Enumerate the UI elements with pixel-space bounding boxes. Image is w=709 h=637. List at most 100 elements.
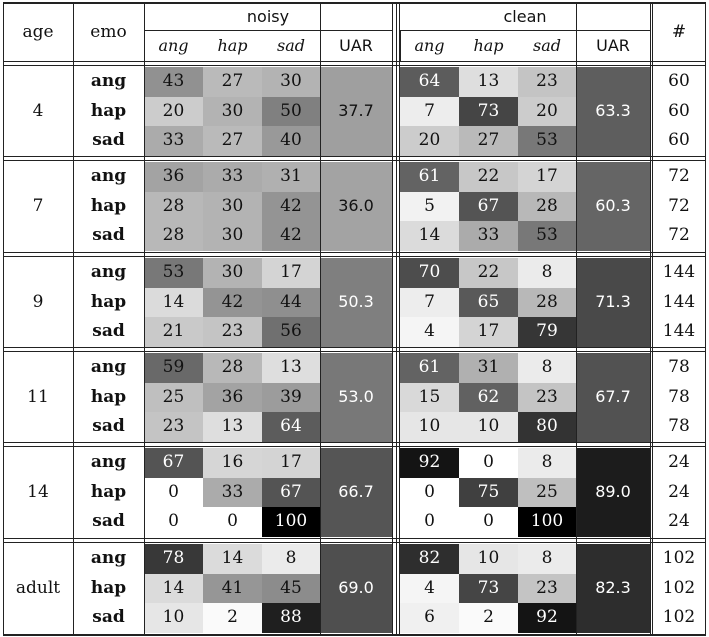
sample-count: 60: [668, 130, 690, 151]
header-clean: clean: [503, 7, 547, 26]
emotion-label: hap: [90, 577, 127, 598]
header-emo: emo: [90, 21, 127, 42]
noisy-value-cell: 100: [262, 507, 320, 537]
sample-count: 102: [662, 548, 696, 569]
emotion-label: ang: [90, 548, 127, 569]
noisy-value-cell: 36: [203, 382, 262, 413]
noisy-value-cell: 33: [203, 162, 262, 192]
column-rule: [320, 2, 321, 635]
sample-count: 24: [668, 452, 690, 473]
clean-value-cell: 67: [459, 191, 518, 222]
clean-value-cell: 61: [400, 162, 459, 192]
clean-value-cell: 61: [400, 353, 459, 383]
noisy-uar-cell: 69.0: [320, 544, 392, 633]
clean-value-cell: 100: [518, 507, 576, 537]
group-separator: [3, 542, 706, 543]
clean-uar-cell: 82.3: [576, 544, 650, 633]
noisy-value-cell: 42: [203, 287, 262, 318]
group-separator: [3, 65, 706, 66]
emotion-label: hap: [90, 195, 127, 216]
sample-count: 78: [668, 386, 690, 407]
noisy-value-cell: 88: [262, 603, 320, 633]
group-separator: [3, 256, 706, 257]
clean-value-cell: 70: [400, 258, 459, 288]
noisy-uar-cell: 50.3: [320, 258, 392, 347]
clean-value-cell: 64: [400, 67, 459, 97]
column-rule: [144, 2, 145, 635]
noisy-value-cell: 56: [262, 317, 320, 347]
emotion-label: hap: [90, 481, 127, 502]
noisy-value-cell: 0: [203, 507, 262, 537]
emotion-label: ang: [90, 357, 127, 378]
clean-value-cell: 75: [459, 477, 518, 508]
noisy-value-cell: 30: [203, 258, 262, 288]
emotion-label: hap: [90, 100, 127, 121]
clean-value-cell: 17: [459, 317, 518, 347]
noisy-subheader-hap: hap: [217, 35, 248, 55]
noisy-value-cell: 41: [203, 573, 262, 604]
sample-count: 72: [668, 166, 690, 187]
emotion-label: ang: [90, 166, 127, 187]
sample-count: 72: [668, 195, 690, 216]
clean-value-cell: 10: [400, 412, 459, 442]
clean-uar-cell: 71.3: [576, 258, 650, 347]
clean-value-cell: 10: [459, 544, 518, 574]
clean-value-cell: 25: [518, 477, 576, 508]
header-age: age: [22, 21, 54, 42]
noisy-value-cell: 27: [203, 126, 262, 156]
noisy-value-cell: 14: [144, 573, 203, 604]
noisy-value-cell: 17: [262, 258, 320, 288]
group-separator: [3, 538, 706, 539]
clean-value-cell: 22: [459, 258, 518, 288]
emotion-label: ang: [90, 71, 127, 92]
clean-span-rule: [400, 30, 650, 31]
emotion-label: sad: [92, 607, 125, 628]
noisy-value-cell: 28: [203, 353, 262, 383]
clean-value-cell: 17: [518, 162, 576, 192]
sample-count: 60: [668, 71, 690, 92]
noisy-value-cell: 23: [144, 412, 203, 442]
group-separator: [3, 252, 706, 253]
clean-value-cell: 92: [400, 448, 459, 478]
clean-value-cell: 82: [400, 544, 459, 574]
sample-count: 78: [668, 416, 690, 437]
noisy-value-cell: 27: [203, 67, 262, 97]
noisy-value-cell: 8: [262, 544, 320, 574]
column-rule: [705, 2, 706, 635]
noisy-value-cell: 2: [203, 603, 262, 633]
clean-value-cell: 8: [518, 353, 576, 383]
top-rule: [3, 2, 706, 4]
noisy-value-cell: 31: [262, 162, 320, 192]
noisy-value-cell: 28: [144, 221, 203, 251]
clean-value-cell: 13: [459, 67, 518, 97]
clean-value-cell: 20: [400, 126, 459, 156]
noisy-value-cell: 44: [262, 287, 320, 318]
emotion-label: ang: [90, 262, 127, 283]
noisy-value-cell: 33: [144, 126, 203, 156]
noisy-value-cell: 14: [144, 287, 203, 318]
sample-count: 144: [662, 262, 696, 283]
clean-value-cell: 79: [518, 317, 576, 347]
noisy-uar-cell: 53.0: [320, 353, 392, 442]
sample-count: 144: [662, 291, 696, 312]
clean-value-cell: 31: [459, 353, 518, 383]
clean-value-cell: 92: [518, 603, 576, 633]
column-rule: [144, 31, 145, 61]
noisy-value-cell: 42: [262, 221, 320, 251]
emotion-label: sad: [92, 416, 125, 437]
sample-count: 102: [662, 577, 696, 598]
noisy-value-cell: 0: [144, 477, 203, 508]
noisy-value-cell: 10: [144, 603, 203, 633]
clean-value-cell: 6: [400, 603, 459, 633]
noisy-value-cell: 23: [203, 317, 262, 347]
column-rule: [73, 2, 74, 635]
sample-count: 60: [668, 100, 690, 121]
sample-count: 102: [662, 607, 696, 628]
noisy-value-cell: 17: [262, 448, 320, 478]
clean-value-cell: 8: [518, 258, 576, 288]
noisy-value-cell: 78: [144, 544, 203, 574]
clean-uar-cell: 67.7: [576, 353, 650, 442]
noisy-value-cell: 59: [144, 353, 203, 383]
clean-value-cell: 2: [459, 603, 518, 633]
